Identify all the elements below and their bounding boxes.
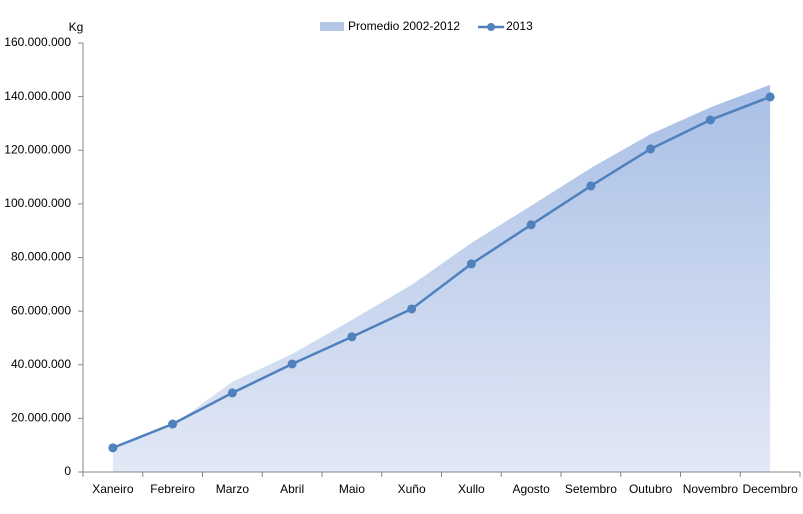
marker <box>227 388 237 398</box>
x-tick-label: Decembro <box>742 482 798 496</box>
marker <box>108 443 118 453</box>
legend: Promedio 2002-2012 2013 <box>320 19 533 33</box>
x-tick-label: Setembro <box>565 482 617 496</box>
marker <box>466 259 476 269</box>
legend-label: 2013 <box>506 19 533 33</box>
x-tick-label: Marzo <box>216 482 250 496</box>
y-tick-label: 40.000.000 <box>11 357 71 371</box>
x-tick-label: Xaneiro <box>92 482 134 496</box>
legend-swatch <box>487 23 496 31</box>
marker <box>168 419 178 429</box>
marker <box>407 304 417 314</box>
x-tick-label: Abril <box>280 482 304 496</box>
legend-label: Promedio 2002-2012 <box>348 19 460 33</box>
y-axis-title: Kg <box>69 20 84 34</box>
marker <box>765 92 775 102</box>
marker <box>705 115 715 125</box>
y-tick-label: 160.000.000 <box>4 35 71 49</box>
marker <box>287 359 297 369</box>
y-tick-label: 100.000.000 <box>4 196 71 210</box>
y-tick-label: 0 <box>64 464 71 478</box>
y-tick-label: 80.000.000 <box>11 250 71 264</box>
marker <box>646 144 656 154</box>
area <box>112 84 771 472</box>
x-tick-label: Outubro <box>629 482 673 496</box>
x-tick-label: Febreiro <box>150 482 195 496</box>
marker <box>526 220 536 230</box>
x-tick-label: Maio <box>339 482 365 496</box>
marker <box>586 181 596 191</box>
y-tick-label: 20.000.000 <box>11 411 71 425</box>
y-tick-label: 60.000.000 <box>11 303 71 317</box>
x-tick-label: Xullo <box>458 482 485 496</box>
y-tick-label: 120.000.000 <box>4 142 71 156</box>
y-tick-label: 140.000.000 <box>4 89 71 103</box>
x-tick-label: Agosto <box>512 482 550 496</box>
x-tick-label: Xuño <box>398 482 426 496</box>
x-tick-label: Novembro <box>683 482 739 496</box>
legend-swatch <box>320 22 344 31</box>
marker <box>347 332 357 342</box>
line <box>112 95 771 450</box>
